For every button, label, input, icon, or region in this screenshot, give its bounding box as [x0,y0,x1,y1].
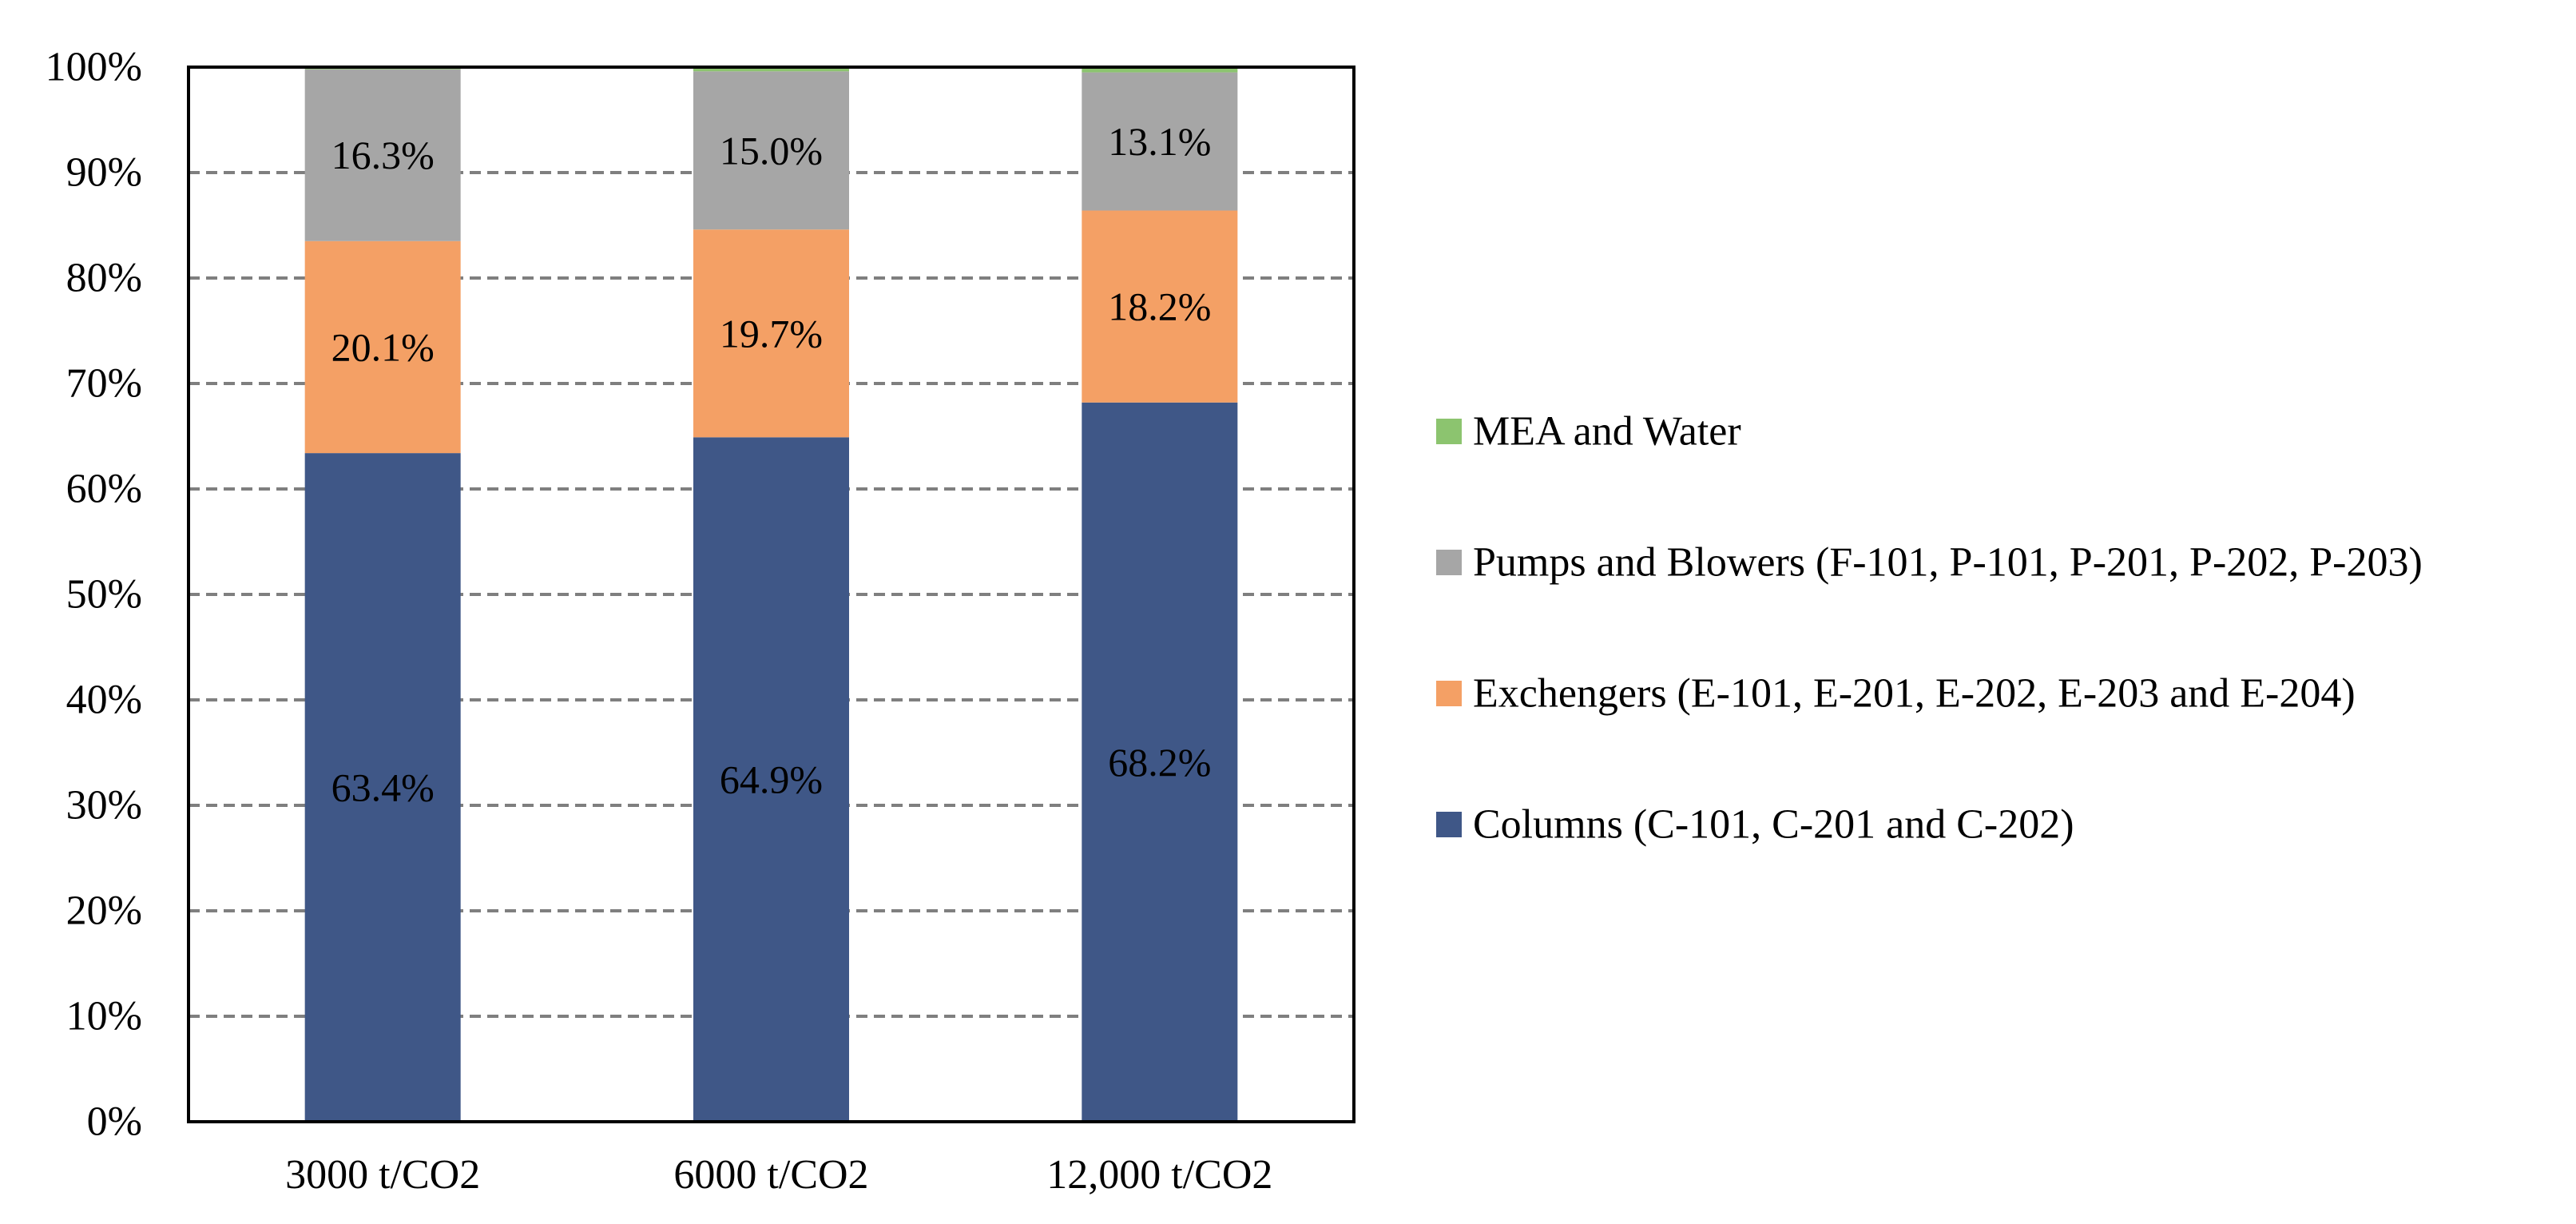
x-axis-ticks: 3000 t/CO2 6000 t/CO2 12,000 t/CO2 [285,1152,1272,1198]
data-label: 20.1% [331,324,435,369]
bar-segment [693,437,849,1122]
y-tick-label: 80% [66,256,142,301]
data-label: 13.1% [1108,119,1211,164]
bar-segment [304,453,461,1122]
bar-segment [693,229,849,438]
data-label: 18.2% [1108,284,1211,329]
data-label: 68.2% [1108,740,1211,785]
legend-swatch [1436,550,1462,575]
y-tick-label: 30% [66,783,142,829]
y-tick-label: 90% [66,150,142,196]
legend-label: Exchengers (E-101, E-201, E-202, E-203 a… [1473,671,2356,717]
legend-label: MEA and Water [1473,409,1741,455]
data-label: 19.7% [720,311,823,356]
data-label: 15.0% [720,128,823,173]
legend-swatch [1436,812,1462,837]
plot-area-frame [187,66,1355,1123]
y-tick-label: 70% [66,361,142,407]
bar-segment [693,67,849,72]
x-tick-label: 3000 t/CO2 [285,1152,480,1198]
legend-label: Columns (C-101, C-201 and C-202) [1473,802,2074,848]
bar-segment [304,240,461,454]
bar-segment [693,71,849,230]
bar-segment [304,69,461,241]
bar-segment [1082,72,1238,211]
bar-segment [1082,402,1238,1122]
data-label: 64.9% [720,757,823,802]
y-tick-label: 40% [66,678,142,723]
y-axis-ticks: 0% 10% 20% 30% 40% 50% 60% 70% 80% 90% 100% [46,45,142,1145]
bar-segment [1082,67,1238,73]
bars [304,67,1238,1122]
data-labels: 63.4% 20.1% 16.3% 64.9% 19.7% 15.0% 68.2% 18.2%… [331,119,1212,810]
y-tick-label: 0% [87,1099,142,1145]
y-tick-label: 60% [66,467,142,512]
y-tick-label: 20% [66,888,142,934]
x-tick-label: 6000 t/CO2 [673,1152,868,1198]
y-tick-label: 10% [66,994,142,1039]
legend: MEA and Water Pumps and Blowers (F-101, P… [1436,409,2423,848]
legend-label: Pumps and Blowers (F-101, P-101, P-201, … [1473,540,2423,586]
bar-segment [1082,210,1238,403]
legend-swatch [1436,419,1462,444]
x-tick-label: 12,000 t/CO2 [1046,1152,1272,1198]
y-tick-label: 50% [66,572,142,618]
data-label: 16.3% [331,133,435,177]
legend-swatch [1436,681,1462,706]
y-tick-label: 100% [46,45,142,90]
data-label: 63.4% [331,765,435,810]
